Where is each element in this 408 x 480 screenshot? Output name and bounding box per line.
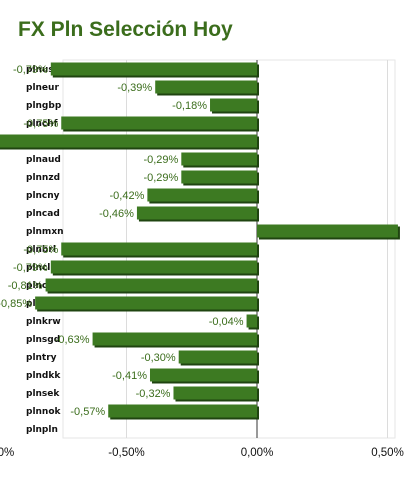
- data-label: -0,63%: [55, 334, 90, 346]
- data-label: -0,41%: [112, 370, 147, 382]
- data-label: -0,57%: [70, 406, 105, 418]
- category-label: plnsek: [26, 389, 60, 399]
- bar: [136, 206, 257, 220]
- bar: [210, 98, 257, 112]
- category-label: plnnzd: [26, 173, 60, 183]
- data-label: -0,75%: [23, 244, 58, 256]
- category-label: plnclp: [26, 263, 57, 273]
- data-label: -0,29%: [143, 172, 178, 184]
- data-label: -0,30%: [141, 352, 176, 364]
- bar: [35, 296, 258, 310]
- category-label: plnusd: [26, 65, 60, 75]
- data-label: -0,46%: [99, 208, 134, 220]
- bar: [246, 314, 257, 328]
- data-label: -0,32%: [136, 388, 171, 400]
- bar: [50, 260, 258, 274]
- data-label: -0,79%: [13, 262, 48, 274]
- category-label: plnnok: [26, 407, 62, 417]
- x-tick-label: 0,50%: [371, 447, 404, 459]
- x-tick-label: -0,50%: [108, 447, 144, 459]
- data-label: -0,29%: [143, 154, 178, 166]
- bar: [92, 332, 257, 346]
- data-label: -0,42%: [110, 190, 145, 202]
- bar: [0, 134, 258, 148]
- category-label: plnchf: [26, 119, 58, 129]
- bar: [155, 80, 257, 94]
- bar: [45, 278, 258, 292]
- bar: [173, 386, 257, 400]
- bar: [61, 242, 257, 256]
- data-label: -0,81%: [8, 280, 43, 292]
- category-label: plncny: [26, 191, 60, 201]
- category-label: plnbrl: [26, 245, 56, 255]
- category-label: plndkk: [26, 371, 61, 381]
- data-label: -0,18%: [172, 100, 207, 112]
- data-label: -0,75%: [23, 118, 58, 130]
- category-label: plnkrw: [26, 317, 61, 327]
- x-tick-label: 0,00%: [241, 447, 274, 459]
- bar: [61, 116, 257, 130]
- category-label: plnmxn: [26, 227, 64, 237]
- category-label: plneur: [26, 83, 59, 93]
- category-label: plntry: [26, 353, 57, 363]
- data-label: -0,04%: [209, 316, 244, 328]
- bar: [108, 404, 257, 418]
- category-label: plnpln: [26, 425, 58, 435]
- chart-title: FX Pln Selección Hoy: [18, 18, 233, 41]
- category-label: plngbp: [26, 101, 62, 111]
- bar: [178, 350, 257, 364]
- data-label: -0,39%: [117, 82, 152, 94]
- data-label: -0,85%: [0, 298, 32, 310]
- bar: [147, 188, 257, 202]
- bar: [149, 368, 257, 382]
- category-label: plnaud: [26, 155, 61, 165]
- data-label: -0,79%: [13, 64, 48, 76]
- category-label: plncop: [26, 281, 60, 291]
- bar: [257, 224, 398, 238]
- bar: [50, 62, 258, 76]
- bar: [181, 170, 257, 184]
- bar: [181, 152, 257, 166]
- category-label: plncad: [26, 209, 60, 219]
- x-tick-label: -1,00%: [0, 447, 14, 459]
- category-label: plnsgd: [26, 335, 60, 345]
